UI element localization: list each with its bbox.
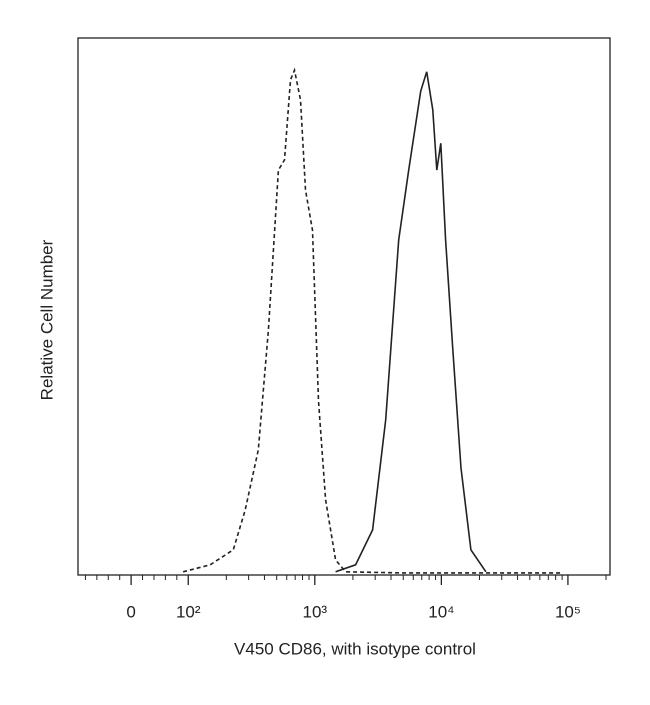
x-tick-label: 0	[126, 602, 135, 621]
plot-frame	[77, 37, 611, 576]
y-axis-label: Relative Cell Number	[37, 239, 56, 400]
x-tick-label: 10²	[176, 602, 201, 621]
x-tick-label: 10³	[303, 602, 328, 621]
histogram-curve	[182, 67, 561, 574]
x-tick-label: 10⁵	[555, 602, 581, 621]
histogram-curve	[335, 71, 487, 573]
x-tick-label: 10⁴	[428, 602, 454, 621]
x-axis-label: V450 CD86, with isotype control	[234, 639, 476, 658]
